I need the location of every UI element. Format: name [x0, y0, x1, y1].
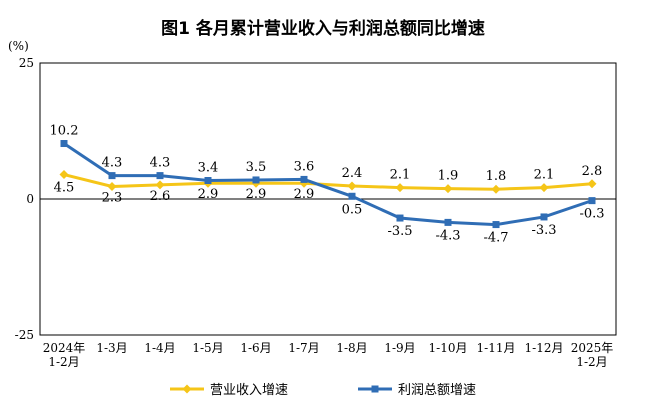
data-label: 1.9 [438, 169, 459, 184]
data-label: 2.8 [582, 164, 603, 179]
data-point [587, 179, 597, 189]
data-label: -3.3 [531, 223, 556, 238]
data-point [204, 177, 212, 185]
legend: 营业收入增速 利润总额增速 [170, 383, 476, 398]
data-label: 2.9 [198, 187, 219, 202]
x-tick-label: 1-12月 [525, 341, 564, 355]
data-label: 4.3 [102, 156, 123, 171]
data-point [107, 181, 117, 191]
data-label: 1.8 [486, 169, 507, 184]
data-point [539, 183, 549, 193]
data-label: 3.4 [198, 161, 219, 176]
data-point [252, 176, 260, 184]
x-tick-label: 1-9月 [384, 341, 415, 355]
series-line [63, 173, 593, 191]
x-tick-label: 1-11月 [477, 341, 516, 355]
x-tick-label: 2025年 1-2月 [571, 341, 614, 369]
legend-marker [371, 385, 379, 393]
data-point [60, 140, 68, 148]
data-point [491, 184, 501, 194]
data-label: 2.6 [150, 189, 171, 204]
series-line [63, 142, 593, 227]
data-point [156, 172, 164, 180]
data-point [59, 170, 69, 180]
data-label: 2.9 [246, 187, 267, 202]
data-point [443, 184, 453, 194]
data-label: -4.3 [435, 228, 460, 243]
data-label: 3.6 [294, 159, 315, 174]
data-label: -4.7 [483, 231, 508, 246]
data-point [492, 221, 500, 229]
legend-label: 营业收入增速 [210, 383, 288, 398]
chart-title: 图1 各月累计营业收入与利润总额同比增速 [161, 19, 485, 39]
data-point [348, 192, 356, 200]
data-point [395, 183, 405, 193]
data-point [155, 180, 165, 190]
x-tick-label: 1-8月 [336, 341, 367, 355]
data-point [444, 218, 452, 226]
data-point [396, 214, 404, 222]
legend-marker [182, 384, 192, 394]
x-tick-label: 1-6月 [240, 341, 271, 355]
x-tick-label: 1-4月 [144, 341, 175, 355]
data-label: 2.1 [390, 168, 411, 183]
x-tick-label: 1-5月 [192, 341, 223, 355]
y-unit-label: (%) [8, 39, 29, 53]
data-point [347, 181, 357, 191]
x-tick-label: 1-7月 [288, 341, 319, 355]
data-point [588, 197, 596, 205]
legend-label: 利润总额增速 [398, 383, 476, 398]
data-point [108, 172, 116, 180]
data-label: 2.9 [294, 187, 315, 202]
data-label: 4.5 [54, 181, 75, 196]
data-label: -0.3 [579, 207, 604, 222]
y-tick-label: -25 [15, 328, 34, 342]
data-label: 2.4 [342, 166, 363, 181]
data-label: 0.5 [342, 202, 363, 217]
data-label: 2.1 [534, 168, 555, 183]
x-tick-label: 1-10月 [429, 341, 468, 355]
data-label: 4.3 [150, 156, 171, 171]
y-tick-label: 25 [19, 56, 34, 70]
data-label: 3.5 [246, 160, 267, 175]
x-tick-label: 2024年 1-2月 [43, 341, 86, 369]
y-tick-label: 0 [26, 192, 34, 206]
data-point [300, 175, 308, 183]
data-label: 10.2 [50, 124, 79, 139]
data-label: 2.3 [102, 190, 123, 205]
data-point [540, 213, 548, 221]
x-tick-label: 1-3月 [96, 341, 127, 355]
data-label: -3.5 [387, 224, 412, 239]
